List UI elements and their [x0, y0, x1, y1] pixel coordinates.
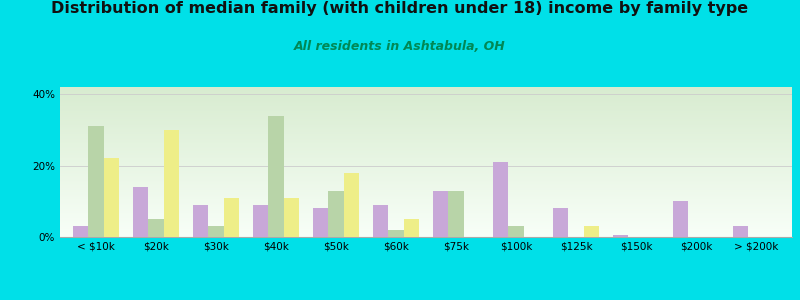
Text: All residents in Ashtabula, OH: All residents in Ashtabula, OH [294, 40, 506, 53]
Bar [388, 230, 404, 237]
Bar [404, 219, 419, 237]
Bar [148, 219, 164, 237]
Bar [104, 158, 119, 237]
Bar [284, 198, 299, 237]
Bar [508, 226, 524, 237]
Bar [133, 187, 148, 237]
Bar [553, 208, 568, 237]
Bar [88, 126, 104, 237]
Bar [253, 205, 268, 237]
Bar [164, 130, 179, 237]
Bar [224, 198, 239, 237]
Bar [584, 226, 599, 237]
Bar [73, 226, 88, 237]
Bar [193, 205, 208, 237]
Bar [613, 235, 628, 237]
Bar [433, 190, 448, 237]
Bar [268, 116, 284, 237]
Bar [493, 162, 508, 237]
Bar [344, 173, 359, 237]
Bar [673, 201, 688, 237]
Bar [328, 190, 344, 237]
Text: Distribution of median family (with children under 18) income by family type: Distribution of median family (with chil… [51, 2, 749, 16]
Bar [208, 226, 224, 237]
Bar [313, 208, 328, 237]
Bar [733, 226, 748, 237]
Bar [373, 205, 388, 237]
Bar [448, 190, 464, 237]
